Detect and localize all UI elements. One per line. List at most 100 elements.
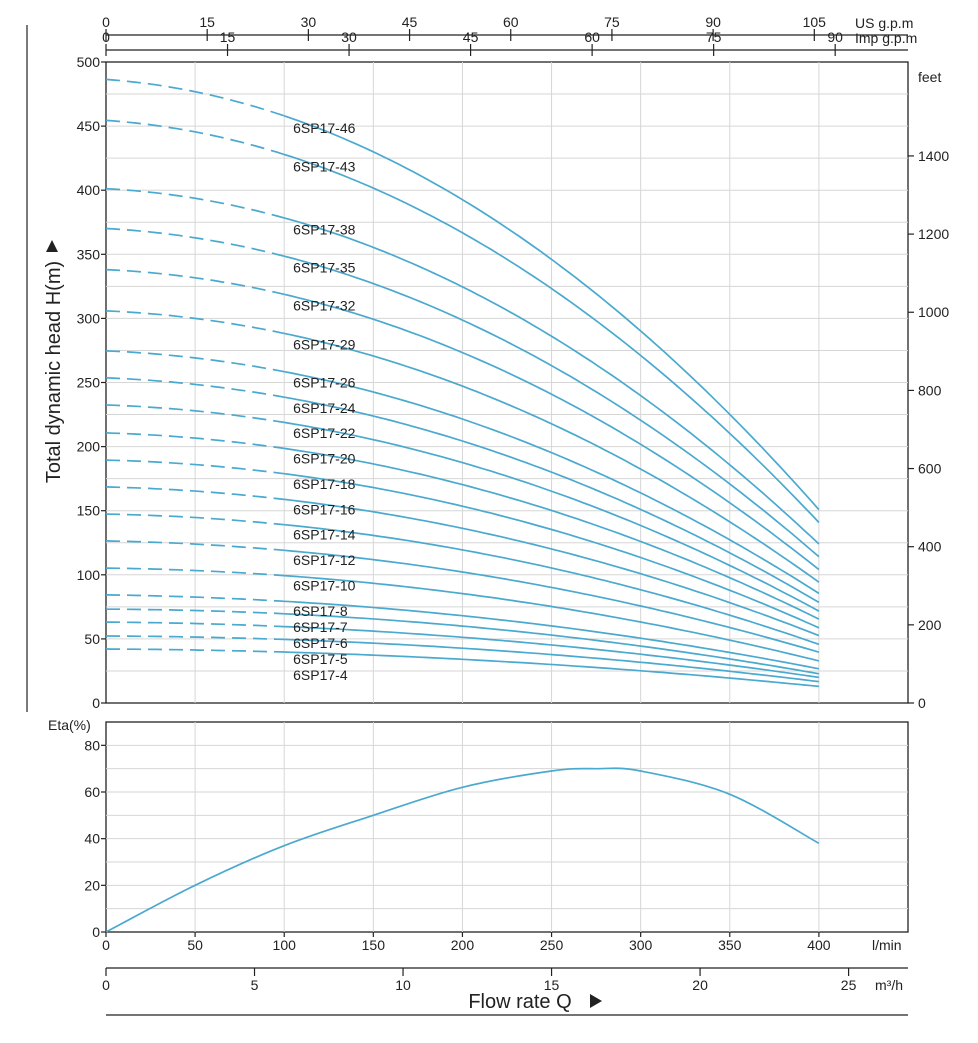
head-curve-6SP17-7	[284, 612, 820, 675]
top-axis-tick-label: 0	[102, 14, 110, 30]
head-curve-6SP17-22	[284, 421, 820, 612]
head-curve-dashed-6SP17-38	[105, 187, 285, 219]
curve-label-6SP17-14: 6SP17-14	[293, 527, 355, 543]
feet-tick-label: 1200	[918, 226, 949, 242]
head-curve-dashed-6SP17-7	[106, 608, 285, 615]
eta-x-tick-label: 150	[362, 937, 386, 953]
head-curve-6SP17-26	[284, 370, 820, 595]
head-y-tick-label: 150	[77, 503, 101, 519]
feet-tick-label: 600	[918, 461, 942, 477]
curve-label-6SP17-10: 6SP17-10	[293, 577, 355, 593]
eta-y-tick-label: 20	[84, 877, 100, 893]
eta-x-tick-label: 100	[273, 937, 297, 953]
head-curve-6SP17-10	[284, 574, 820, 662]
curve-label-6SP17-20: 6SP17-20	[293, 451, 355, 467]
curve-label-6SP17-5: 6SP17-5	[293, 651, 348, 667]
curve-label-6SP17-7: 6SP17-7	[293, 619, 348, 635]
head-y-tick-label: 200	[77, 439, 101, 455]
feet-tick-label: 400	[918, 539, 942, 555]
eta-x-tick-label: 200	[451, 937, 475, 953]
head-curve-dashed-6SP17-12	[105, 540, 285, 552]
head-y-tick-label: 300	[77, 310, 101, 326]
curve-layer	[105, 78, 820, 933]
feet-tick-label: 1000	[918, 304, 949, 320]
head-curve-dashed-6SP17-43	[105, 119, 285, 156]
head-y-tick-label: 350	[77, 246, 101, 262]
head-curve-6SP17-8	[284, 600, 820, 670]
top-axis-tick-label: 0	[102, 29, 110, 45]
head-curve-dashed-6SP17-6	[106, 621, 285, 628]
head-curve-6SP17-38	[283, 217, 820, 545]
head-curve-dashed-6SP17-26	[105, 350, 285, 373]
m3h-axis-unit: m³/h	[875, 977, 903, 993]
top-axis-tick-label: 90	[827, 29, 843, 45]
head-curve-6SP17-43	[283, 153, 820, 524]
top-axis-tick-label: 15	[199, 14, 215, 30]
head-y-tick-label: 0	[92, 695, 100, 711]
top-axis-tick-label: 75	[706, 29, 722, 45]
head-curve-6SP17-20	[284, 447, 820, 620]
head-curve-6SP17-4	[284, 651, 819, 688]
head-curve-6SP17-18	[284, 472, 820, 629]
top-axis-tick-label: 75	[604, 14, 620, 30]
head-curve-dashed-6SP17-32	[105, 268, 285, 296]
tick-layer: 0501001502002503003504004505000200400600…	[48, 14, 949, 993]
m3h-tick-label: 10	[395, 977, 411, 993]
head-curve-6SP17-16	[284, 498, 820, 637]
top-axis-tick-label: 60	[503, 14, 519, 30]
head-curve-dashed-6SP17-22	[105, 404, 285, 424]
m3h-tick-label: 15	[544, 977, 560, 993]
curve-label-6SP17-46: 6SP17-46	[293, 120, 355, 136]
head-curve-dashed-6SP17-8	[105, 594, 285, 603]
head-y-tick-label: 400	[77, 182, 101, 198]
curve-label-6SP17-43: 6SP17-43	[293, 158, 355, 174]
curve-label-6SP17-6: 6SP17-6	[293, 635, 348, 651]
eta-y-tick-label: 80	[84, 737, 100, 753]
m3h-tick-label: 5	[251, 977, 259, 993]
x-axis-arrow-icon	[590, 994, 602, 1008]
top-axis-tick-label: 15	[220, 29, 236, 45]
eta-y-axis-title: Eta(%)	[48, 717, 91, 733]
head-y-tick-label: 100	[77, 567, 101, 583]
curve-label-6SP17-12: 6SP17-12	[293, 552, 355, 568]
head-y-axis-title: Total dynamic head H(m)	[43, 261, 65, 483]
feet-tick-label: 200	[918, 617, 942, 633]
grid-layer	[106, 62, 908, 932]
top-axis-tick-label: 45	[402, 14, 418, 30]
head-curve-dashed-6SP17-14	[105, 513, 285, 526]
eta-plot-frame	[105, 721, 909, 933]
head-y-tick-label: 50	[84, 631, 100, 647]
head-curve-6SP17-12	[284, 549, 820, 654]
curve-label-6SP17-18: 6SP17-18	[293, 476, 355, 492]
curve-label-6SP17-38: 6SP17-38	[293, 221, 355, 237]
head-curve-6SP17-24	[284, 396, 820, 604]
top-axis-tick-label: 30	[341, 29, 357, 45]
feet-tick-label: 800	[918, 382, 942, 398]
label-layer: 6SP17-46 6SP17-43 6SP17-38 6SP17-35 6SP17-32…	[43, 120, 602, 1013]
top-axis-tick-label: 105	[803, 14, 827, 30]
head-y-tick-label: 450	[77, 118, 101, 134]
eta-x-tick-label: 400	[807, 937, 831, 953]
head-curve-6SP17-5	[284, 638, 819, 683]
head-curve-dashed-6SP17-4	[105, 648, 285, 653]
head-y-tick-label: 500	[77, 54, 101, 70]
head-curve-dashed-6SP17-24	[105, 376, 285, 399]
curve-label-6SP17-32: 6SP17-32	[293, 297, 355, 313]
eta-x-tick-label: 50	[187, 937, 203, 953]
eta-y-tick-label: 40	[84, 831, 100, 847]
head-curve-6SP17-46	[283, 114, 820, 511]
curve-label-6SP17-4: 6SP17-4	[293, 667, 348, 683]
top-axis-unit-1: Imp g.p.m	[855, 30, 917, 46]
m3h-tick-label: 25	[841, 977, 857, 993]
feet-tick-label: 0	[918, 695, 926, 711]
efficiency-curve	[105, 767, 820, 933]
head-curve-dashed-6SP17-5	[106, 635, 285, 641]
top-axis-unit-0: US g.p.m	[855, 15, 913, 31]
head-curve-dashed-6SP17-20	[105, 432, 285, 450]
top-axis-tick-label: 45	[463, 29, 479, 45]
curve-label-6SP17-24: 6SP17-24	[293, 400, 355, 416]
flow-rate-axis-title: Flow rate Q	[468, 991, 571, 1013]
curve-label-6SP17-29: 6SP17-29	[293, 336, 355, 352]
